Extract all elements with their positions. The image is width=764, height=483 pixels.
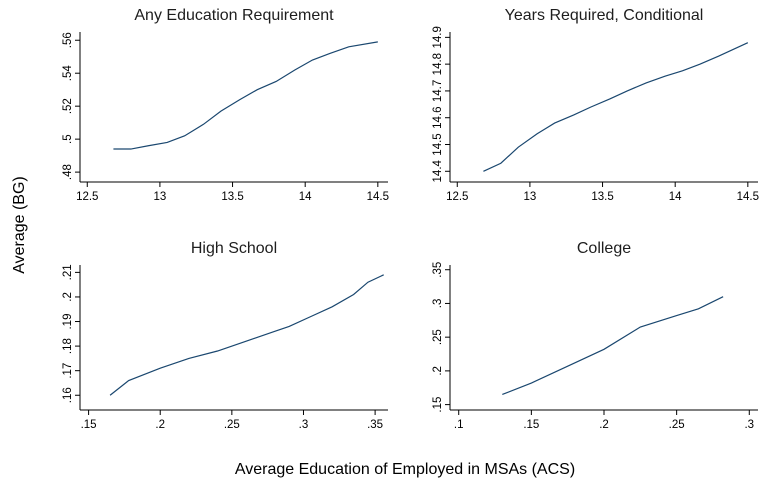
- y-tick-label: 14.9: [432, 26, 444, 48]
- y-tick-label: .5: [62, 134, 74, 144]
- y-tick-label: .3: [432, 299, 444, 309]
- y-tick-label: 14.8: [432, 53, 444, 75]
- y-tick-label: .48: [62, 164, 74, 180]
- y-tick-label: .54: [62, 65, 74, 82]
- x-tick-label: 12.5: [76, 191, 98, 203]
- y-tick-label: .56: [62, 32, 74, 48]
- x-tick-label: 13: [154, 191, 167, 203]
- y-tick-label: .17: [62, 363, 74, 379]
- panel-title: College: [577, 240, 631, 257]
- x-tick-label: 13: [524, 191, 537, 203]
- panel-title: High School: [191, 240, 277, 257]
- panel-title: Years Required, Conditional: [505, 7, 704, 24]
- x-tick-label: .15: [523, 419, 539, 431]
- line: [502, 296, 724, 396]
- y-tick-label: .15: [432, 397, 444, 413]
- x-tick-label: 13.5: [591, 191, 613, 203]
- y-tick-label: .2: [62, 292, 74, 302]
- y-tick-label: .16: [62, 387, 74, 403]
- x-tick-label: 12.5: [446, 191, 468, 203]
- x-tick-label: 14.5: [737, 191, 759, 203]
- y-tick-label: .21: [62, 264, 74, 280]
- y-tick-label: .2: [432, 366, 444, 376]
- y-tick-label: 14.4: [432, 159, 444, 182]
- x-tick-label: .2: [599, 419, 609, 431]
- x-tick-label: .35: [367, 419, 383, 431]
- y-tick-label: .25: [432, 329, 444, 345]
- x-tick-label: .25: [669, 419, 685, 431]
- x-tick-label: 13.5: [221, 191, 243, 203]
- x-tick-label: .3: [299, 419, 309, 431]
- x-tick-label: 14: [669, 191, 682, 203]
- panel-title: Any Education Requirement: [134, 7, 334, 24]
- y-tick-label: .35: [432, 262, 444, 278]
- x-tick-label: .3: [744, 419, 754, 431]
- x-tick-label: 14: [299, 191, 312, 203]
- x-tick-label: 14.5: [367, 191, 389, 203]
- x-tick-label: .15: [81, 419, 97, 431]
- line: [109, 274, 384, 396]
- y-tick-label: 14.7: [432, 80, 444, 102]
- x-axis-title: Average Education of Employed in MSAs (A…: [235, 461, 575, 478]
- y-tick-label: .18: [62, 338, 74, 354]
- y-tick-label: 14.6: [432, 107, 444, 129]
- x-tick-label: .2: [155, 419, 165, 431]
- line: [483, 42, 749, 172]
- x-tick-label: .1: [454, 419, 464, 431]
- line: [113, 41, 378, 150]
- x-tick-label: .25: [224, 419, 240, 431]
- y-tick-label: 14.5: [432, 133, 444, 155]
- y-tick-label: .19: [62, 314, 74, 330]
- y-axis-title: Average (BG): [11, 176, 28, 274]
- y-tick-label: .52: [62, 98, 74, 114]
